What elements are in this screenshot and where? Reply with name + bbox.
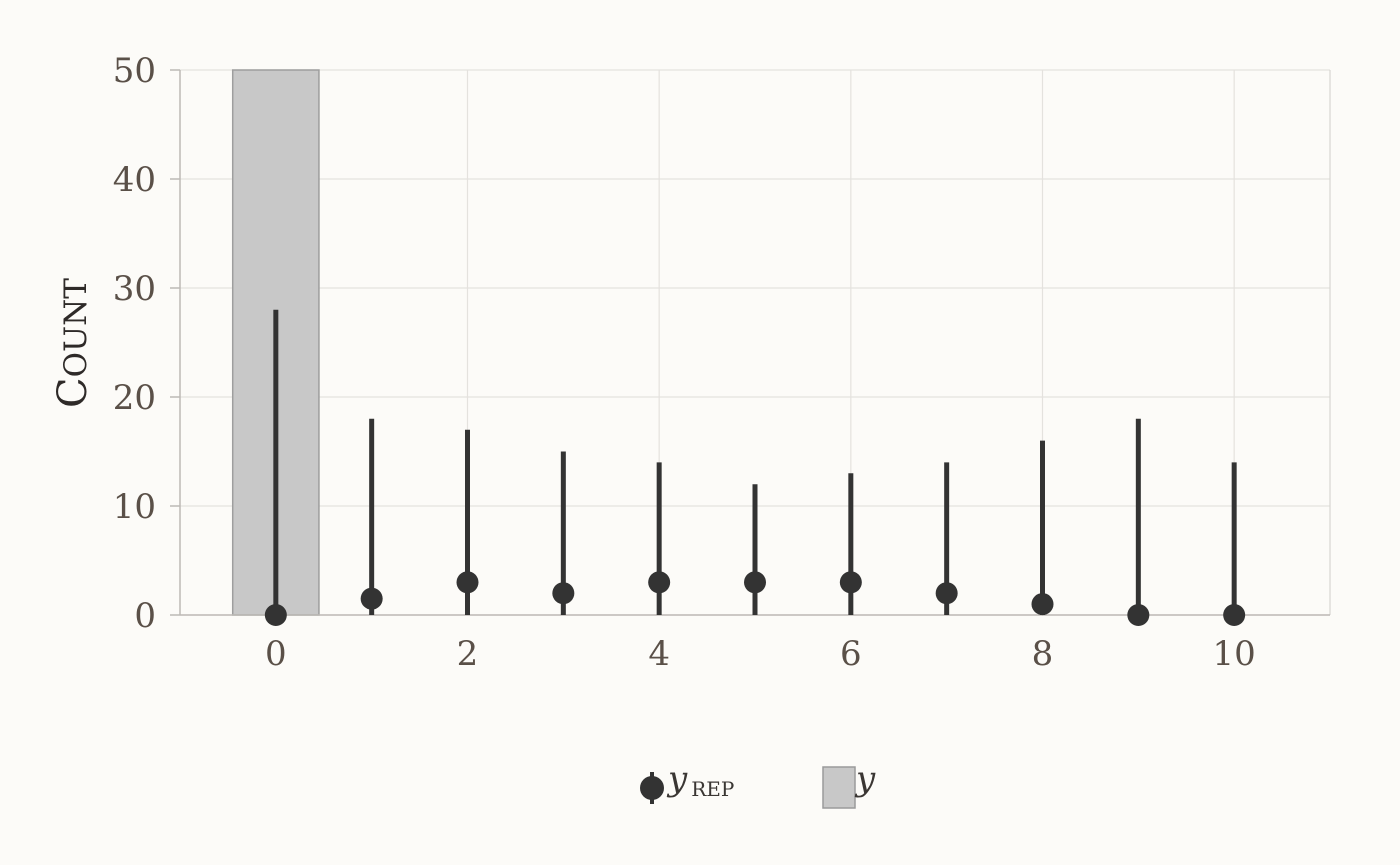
legend-y-label: y (854, 759, 876, 799)
y-tick-label: 30 (113, 269, 156, 309)
legend-y-swatch-icon (822, 766, 856, 809)
legend-yrep-label: y REP (666, 759, 734, 801)
legend-item-yrep: y REP (640, 759, 734, 804)
yrep-median-point (264, 604, 287, 626)
legend-yrep-label-sub: REP (691, 777, 734, 801)
y-axis-title: COUNT (50, 278, 96, 408)
yrep-median-point (456, 571, 479, 594)
y-tick-label: 20 (113, 378, 156, 418)
y-tick-label: 0 (134, 596, 156, 636)
y-tick-label: 10 (113, 487, 156, 527)
legend-yrep-label-main: y (666, 759, 688, 799)
yrep-median-point (839, 571, 862, 594)
y-tick-label: 50 (113, 51, 156, 91)
x-tick-labels: 0 2 4 6 8 10 (265, 634, 1256, 674)
x-tick-label: 6 (840, 634, 862, 674)
legend-yrep-point-icon (640, 776, 664, 800)
legend: y REP y (640, 759, 876, 809)
replicated-intervals (264, 309, 1246, 626)
x-tick-label: 4 (648, 634, 670, 674)
yrep-median-point (744, 571, 766, 594)
y-tick-labels: 0 10 20 30 40 50 (113, 51, 156, 636)
x-tick-label: 0 (265, 634, 287, 674)
yrep-median-point (1223, 604, 1246, 626)
y-tick-label: 40 (113, 160, 156, 200)
x-tick-label: 10 (1213, 634, 1256, 674)
yrep-median-point (1127, 604, 1150, 626)
legend-item-y: y (822, 759, 876, 809)
axes (170, 69, 1330, 616)
x-tick-label: 8 (1032, 634, 1054, 674)
yrep-median-point (935, 582, 958, 605)
yrep-median-point (552, 582, 575, 605)
yrep-median-point (648, 571, 671, 594)
yrep-median-point (360, 587, 383, 610)
yrep-median-point (1031, 593, 1054, 616)
x-tick-label: 2 (457, 634, 479, 674)
